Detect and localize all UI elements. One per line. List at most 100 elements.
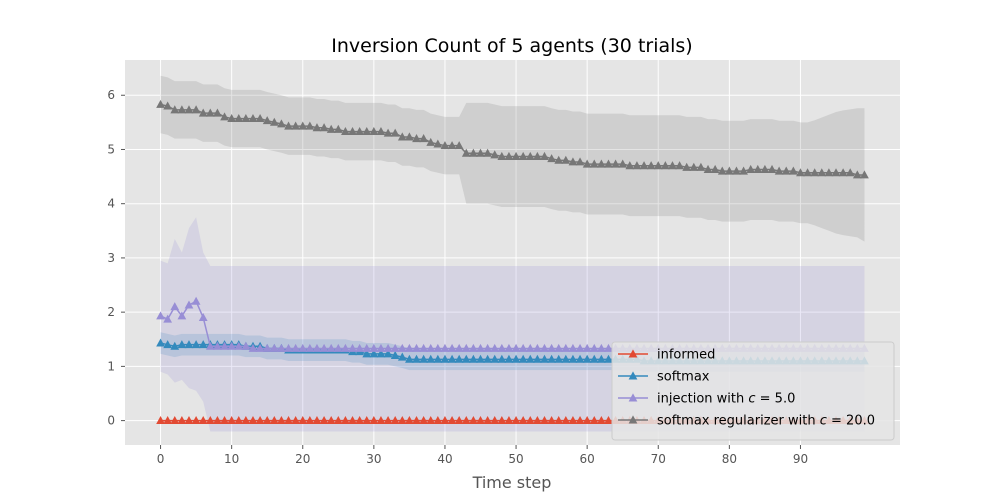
data-point	[632, 161, 642, 170]
data-point	[369, 415, 379, 425]
data-point	[227, 113, 237, 123]
x-tick-label: 20	[295, 452, 310, 466]
data-point	[305, 343, 315, 352]
data-point	[447, 415, 457, 425]
data-point	[440, 354, 450, 363]
data-point	[547, 343, 556, 352]
data-point	[390, 415, 400, 425]
data-point	[860, 170, 869, 179]
data-point	[767, 164, 777, 173]
data-point	[390, 343, 400, 352]
data-point	[319, 415, 329, 425]
data-point	[156, 99, 165, 108]
data-point	[554, 354, 564, 363]
data-point	[589, 159, 599, 168]
data-point	[682, 162, 692, 171]
data-point	[710, 164, 720, 173]
data-point	[589, 354, 599, 363]
data-point	[490, 354, 500, 363]
data-point	[554, 415, 564, 425]
data-point	[440, 141, 450, 150]
data-point	[547, 415, 556, 425]
data-point	[781, 166, 791, 175]
data-point	[220, 341, 229, 350]
data-point	[177, 311, 187, 320]
data-point	[369, 343, 379, 352]
data-point	[412, 134, 421, 143]
data-point	[412, 415, 421, 425]
data-point	[312, 415, 322, 425]
data-point	[405, 415, 414, 425]
data-point	[369, 349, 379, 358]
y-tick-label: 4	[107, 197, 115, 211]
data-point	[269, 343, 279, 352]
data-point	[703, 164, 713, 173]
legend-label: informed	[657, 348, 715, 363]
data-point	[668, 161, 677, 170]
data-point	[604, 343, 613, 352]
legend-label: injection with c = 5.0	[657, 392, 795, 407]
data-point	[689, 162, 699, 171]
data-point	[739, 166, 748, 175]
data-point	[561, 155, 571, 164]
data-point	[355, 126, 365, 136]
data-point	[184, 340, 194, 349]
data-point	[426, 137, 436, 146]
data-point	[753, 164, 763, 173]
y-tick-label: 5	[107, 142, 115, 156]
legend-marker	[628, 371, 638, 380]
data-point	[504, 151, 514, 160]
data-point	[824, 168, 834, 177]
data-point	[376, 415, 386, 425]
data-point	[511, 354, 521, 363]
data-point	[383, 415, 393, 425]
data-point	[504, 415, 514, 425]
data-point	[269, 117, 279, 126]
data-point	[575, 343, 585, 352]
data-point	[312, 123, 322, 132]
data-point	[163, 340, 173, 349]
data-point	[220, 112, 229, 121]
data-point	[284, 121, 293, 130]
data-point	[355, 415, 365, 425]
data-point	[461, 415, 471, 425]
data-point	[533, 415, 542, 425]
data-point	[497, 343, 507, 352]
data-point	[333, 415, 343, 425]
data-point	[568, 354, 578, 363]
data-point	[205, 108, 215, 117]
data-point	[469, 343, 478, 352]
data-point	[220, 415, 229, 425]
data-point	[568, 415, 578, 425]
data-point	[305, 121, 315, 130]
data-point	[284, 415, 293, 425]
data-point	[419, 354, 428, 363]
data-point	[234, 341, 244, 350]
data-point	[845, 168, 855, 177]
data-point	[376, 126, 386, 136]
data-point	[191, 340, 201, 349]
data-point	[810, 168, 820, 177]
data-point	[774, 166, 784, 175]
data-point	[597, 415, 606, 425]
data-point	[525, 415, 535, 425]
data-point	[454, 343, 464, 352]
x-axis-ticks: 0 10 20 30 40 50 60 70 80 90	[157, 445, 808, 466]
data-point	[561, 415, 571, 425]
series-line-3	[160, 103, 865, 176]
data-point	[198, 340, 208, 349]
data-point	[326, 415, 336, 425]
data-point	[170, 341, 180, 350]
legend-box	[611, 341, 895, 441]
legend-items: informed softmax injection with c = 5.0 sof…	[618, 348, 875, 429]
data-point	[277, 119, 286, 128]
data-point	[326, 124, 336, 133]
data-point	[511, 415, 521, 425]
data-point	[433, 139, 443, 148]
data-point	[177, 105, 187, 114]
data-point	[170, 415, 180, 425]
data-point	[597, 159, 606, 168]
data-point	[831, 168, 841, 177]
data-point	[561, 343, 571, 352]
